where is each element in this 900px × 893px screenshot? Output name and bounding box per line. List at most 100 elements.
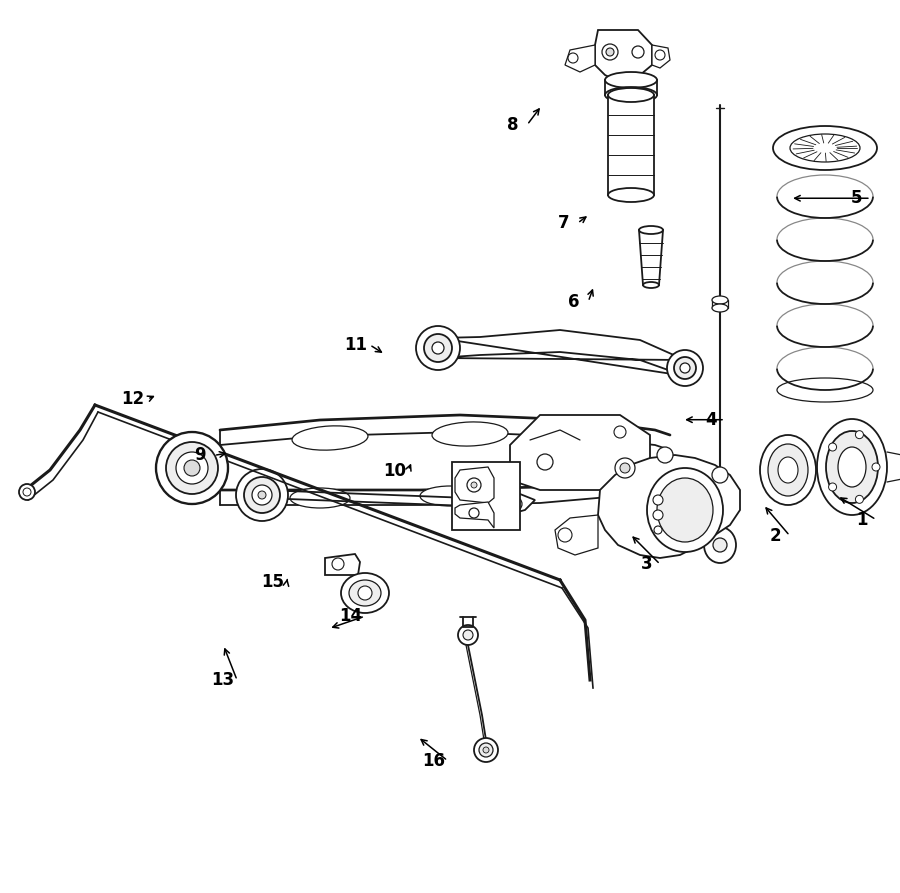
Text: 12: 12 (122, 390, 145, 408)
Bar (712, 300, 728, 308)
Ellipse shape (704, 527, 736, 563)
Circle shape (872, 463, 880, 471)
Ellipse shape (420, 486, 480, 506)
Ellipse shape (424, 334, 452, 362)
Bar (605, 80, 657, 95)
Circle shape (712, 467, 728, 483)
Ellipse shape (166, 442, 218, 494)
Ellipse shape (773, 126, 877, 170)
Circle shape (829, 443, 837, 451)
Ellipse shape (608, 88, 654, 102)
Polygon shape (510, 415, 650, 490)
Polygon shape (495, 494, 535, 514)
Ellipse shape (667, 350, 703, 386)
Circle shape (654, 526, 662, 534)
Text: 9: 9 (194, 446, 205, 464)
Circle shape (358, 586, 372, 600)
Circle shape (463, 630, 473, 640)
Polygon shape (455, 467, 494, 503)
Circle shape (19, 484, 35, 500)
Ellipse shape (777, 378, 873, 402)
Circle shape (558, 528, 572, 542)
Ellipse shape (605, 87, 657, 103)
Ellipse shape (674, 357, 696, 379)
Polygon shape (455, 502, 494, 528)
Text: 2: 2 (770, 527, 781, 545)
Circle shape (653, 495, 663, 505)
Polygon shape (639, 230, 663, 285)
Polygon shape (565, 45, 595, 72)
Ellipse shape (817, 419, 887, 515)
Circle shape (632, 46, 644, 58)
Circle shape (458, 625, 478, 645)
Circle shape (655, 50, 665, 60)
Ellipse shape (760, 435, 816, 505)
Ellipse shape (176, 452, 208, 484)
Circle shape (855, 430, 863, 438)
Ellipse shape (341, 573, 389, 613)
Circle shape (615, 458, 635, 478)
Text: 8: 8 (508, 116, 518, 134)
Ellipse shape (608, 188, 654, 202)
Ellipse shape (647, 468, 723, 552)
Polygon shape (595, 30, 652, 80)
Circle shape (258, 491, 266, 499)
Ellipse shape (252, 485, 272, 505)
Ellipse shape (290, 488, 350, 508)
Polygon shape (598, 455, 740, 558)
Ellipse shape (643, 282, 659, 288)
Ellipse shape (292, 426, 368, 450)
Ellipse shape (432, 421, 508, 446)
Polygon shape (652, 45, 670, 68)
Text: 4: 4 (706, 411, 716, 429)
Ellipse shape (768, 444, 808, 496)
Text: 15: 15 (261, 573, 284, 591)
Ellipse shape (416, 326, 460, 370)
Circle shape (474, 738, 498, 762)
Circle shape (829, 483, 837, 491)
Ellipse shape (156, 432, 228, 504)
Ellipse shape (639, 226, 663, 234)
Ellipse shape (826, 431, 878, 503)
Text: 11: 11 (344, 336, 367, 354)
Text: 7: 7 (558, 214, 569, 232)
Circle shape (568, 53, 578, 63)
Polygon shape (325, 554, 360, 575)
Text: 5: 5 (851, 189, 862, 207)
Circle shape (512, 501, 518, 507)
Text: 16: 16 (422, 752, 446, 770)
Circle shape (606, 48, 614, 56)
Circle shape (653, 510, 663, 520)
Ellipse shape (778, 457, 798, 483)
Circle shape (508, 497, 522, 511)
Circle shape (602, 44, 618, 60)
Ellipse shape (349, 580, 381, 606)
Text: 14: 14 (339, 607, 363, 625)
Text: 13: 13 (212, 672, 235, 689)
Circle shape (332, 558, 344, 570)
Circle shape (479, 743, 493, 757)
Circle shape (680, 363, 690, 373)
Circle shape (184, 460, 200, 476)
Circle shape (620, 463, 630, 473)
Text: 3: 3 (641, 555, 652, 573)
Polygon shape (438, 330, 685, 376)
Circle shape (23, 488, 31, 496)
Circle shape (432, 342, 444, 354)
Circle shape (657, 447, 673, 463)
Ellipse shape (236, 469, 288, 521)
Circle shape (483, 747, 489, 753)
Circle shape (855, 496, 863, 504)
Text: 6: 6 (569, 293, 580, 311)
Circle shape (471, 482, 477, 488)
Text: 10: 10 (382, 462, 406, 480)
Circle shape (713, 538, 727, 552)
Text: 1: 1 (857, 511, 868, 529)
Ellipse shape (657, 478, 713, 542)
Ellipse shape (605, 72, 657, 88)
Circle shape (467, 478, 481, 492)
Ellipse shape (838, 447, 866, 487)
Bar (452, 462, 520, 530)
Ellipse shape (244, 477, 280, 513)
Circle shape (537, 454, 553, 470)
